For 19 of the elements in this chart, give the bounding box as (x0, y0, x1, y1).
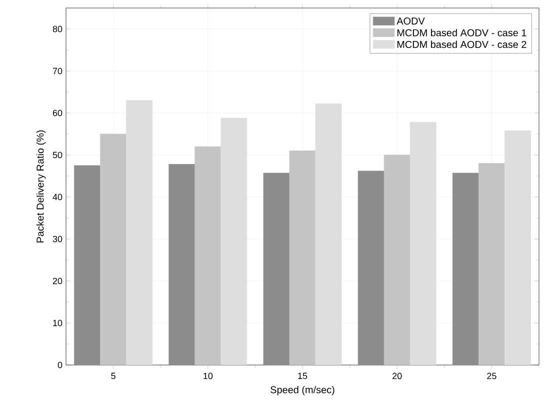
x-tick-label: 5 (111, 372, 116, 380)
x-tick-label: 15 (298, 372, 308, 380)
y-tick-label: 10 (53, 320, 62, 326)
y-tick-label: 70 (52, 68, 62, 74)
y-tick-label: 30 (52, 236, 62, 242)
y-axis-title: Packet Delivery Ratio (%) (36, 130, 46, 242)
x-tick-label: 10 (204, 372, 213, 380)
y-tick-label: 80 (52, 26, 62, 32)
legend-label: AODV (396, 18, 425, 25)
x-axis-title: Speed (m/sec) (270, 386, 334, 396)
y-tick-label: 20 (52, 278, 62, 284)
legend-label: MCDM based AODV - case 1 (397, 28, 526, 36)
x-tick-label: 20 (392, 372, 402, 380)
y-tick-label: 50 (52, 152, 62, 158)
x-tick-label: 25 (487, 372, 496, 380)
y-tick-label: 60 (52, 110, 62, 116)
y-tick-label: 40 (52, 194, 62, 200)
legend-label: MCDM based AODV - case 2 (397, 40, 526, 48)
y-tick-label: 0 (58, 362, 62, 368)
